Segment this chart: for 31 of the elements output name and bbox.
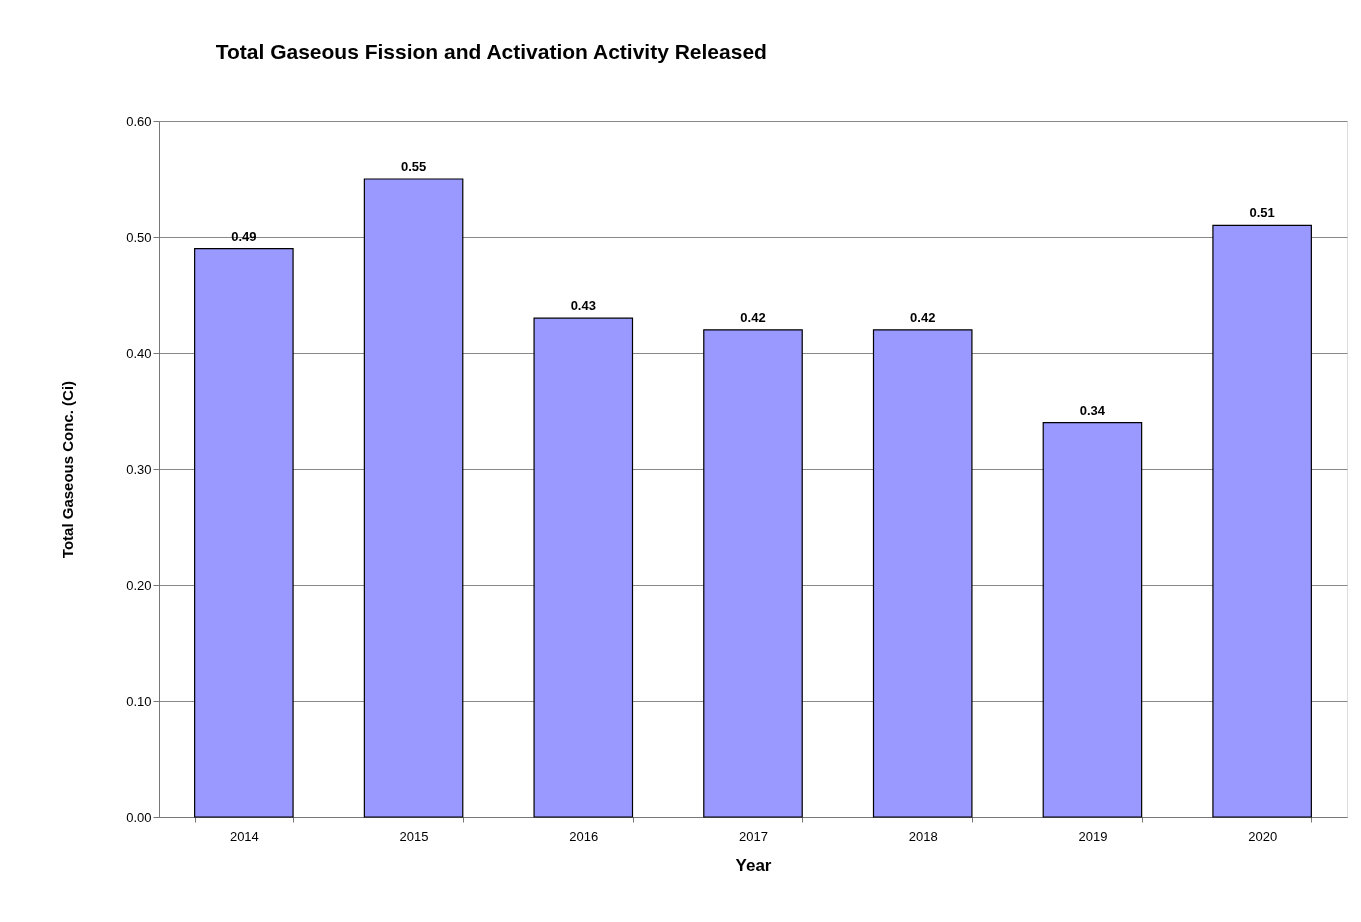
y-tick-label: 0.30 bbox=[126, 461, 152, 477]
y-tick-label: 0.00 bbox=[126, 809, 152, 825]
data-label: 0.34 bbox=[1079, 402, 1106, 418]
y-axis-title: Total Gaseous Conc. (Ci) bbox=[59, 380, 77, 559]
bar bbox=[872, 329, 973, 818]
y-tick-label: 0.20 bbox=[126, 577, 152, 593]
x-tick-label: 2018 bbox=[908, 828, 938, 844]
data-label: 0.51 bbox=[1249, 205, 1275, 221]
x-tick-label: 2019 bbox=[1078, 828, 1108, 844]
bar bbox=[703, 329, 803, 818]
x-tick-label: 2020 bbox=[1248, 828, 1278, 844]
chart-title: Total Gaseous Fission and Activation Activity Released bbox=[215, 40, 767, 63]
bar bbox=[1212, 224, 1312, 818]
bar bbox=[533, 317, 634, 818]
x-tick-label: 2016 bbox=[569, 828, 599, 844]
data-label: 0.55 bbox=[400, 159, 427, 174]
bar bbox=[194, 248, 294, 818]
x-tick-label: 2017 bbox=[739, 828, 768, 844]
x-tick-label: 2014 bbox=[229, 828, 259, 844]
data-label: 0.42 bbox=[910, 309, 936, 325]
y-tick-label: 0.60 bbox=[126, 113, 152, 129]
y-tick-label: 0.10 bbox=[126, 693, 152, 709]
bar bbox=[1042, 422, 1143, 818]
bar bbox=[363, 178, 464, 818]
x-tick-label: 2015 bbox=[399, 828, 429, 844]
y-tick-label: 0.50 bbox=[126, 229, 152, 245]
x-axis-title: Year bbox=[735, 855, 772, 875]
data-label: 0.42 bbox=[740, 309, 766, 325]
data-label: 0.49 bbox=[231, 228, 257, 244]
data-label: 0.43 bbox=[570, 298, 596, 314]
y-tick-label: 0.40 bbox=[126, 345, 152, 361]
